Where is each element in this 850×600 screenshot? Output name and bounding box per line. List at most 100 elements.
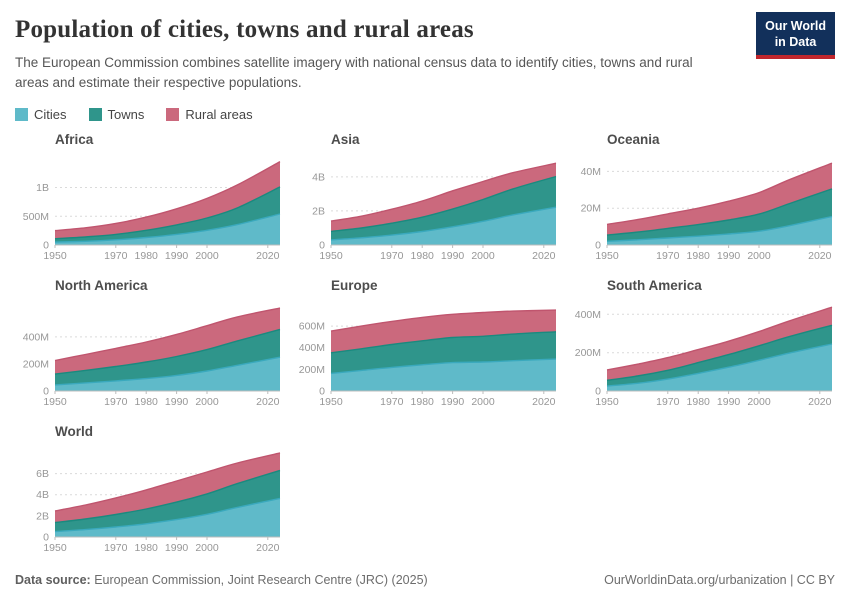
area-cities — [55, 497, 280, 537]
chart-title-north-america: North America — [55, 277, 148, 293]
x-tick-label: 1980 — [411, 250, 435, 262]
y-tick-label: 1B — [36, 182, 49, 194]
line-cities — [54, 497, 281, 532]
chart-title-south-america: South America — [607, 277, 702, 293]
x-tick-label: 1950 — [43, 396, 67, 408]
line-cities — [330, 206, 557, 241]
x-tick-label: 1980 — [135, 396, 159, 408]
legend-item-cities[interactable]: Cities — [15, 107, 67, 122]
x-tick-label: 2000 — [747, 250, 771, 262]
x-tick-label: 2000 — [471, 396, 495, 408]
x-tick-label: 2000 — [471, 250, 495, 262]
y-tick-label: 4B — [36, 489, 49, 501]
x-tick-label: 1990 — [165, 250, 189, 262]
chart-africa: Africa 0 500M 1B 1950 1970 1980 1990 2000 2020 — [15, 132, 283, 273]
chart-title-europe: Europe — [331, 277, 378, 293]
owid-logo[interactable]: Our World in Data — [756, 12, 835, 59]
x-tick-label: 2020 — [256, 396, 280, 408]
line-rural-areas — [54, 306, 281, 361]
line-rural-areas — [606, 306, 833, 371]
data-source-label: Data source: — [15, 573, 91, 587]
area-cities — [331, 206, 556, 245]
x-tick-label: 1990 — [165, 396, 189, 408]
line-rural-areas — [54, 160, 281, 231]
y-tick-label: 20M — [581, 202, 601, 214]
x-tick-label: 1990 — [441, 250, 465, 262]
footer-link[interactable]: OurWorldinData.org/urbanization | CC BY — [604, 573, 835, 587]
y-tick-label: 200M — [575, 347, 601, 359]
legend-label-rural-areas: Rural areas — [185, 106, 253, 122]
x-tick-label: 1980 — [687, 250, 711, 262]
chart-plot-north-america: 0 200M 400M 1950 1970 1980 1990 2000 2020 — [15, 294, 283, 419]
area-cities — [55, 213, 280, 245]
line-towns — [54, 469, 281, 523]
x-tick-label: 1970 — [380, 250, 404, 262]
x-tick-label: 2000 — [195, 396, 219, 408]
y-tick-label: 200M — [299, 363, 325, 375]
y-tick-label: 40M — [581, 165, 601, 177]
y-tick-label: 0 — [319, 385, 325, 397]
x-tick-label: 1970 — [104, 396, 128, 408]
chart-canvas-africa: 0 500M 1B 1950 1970 1980 1990 2000 2020 — [23, 160, 281, 262]
chart-europe: Europe 0 200M 400M 600M 1950 1970 1980 1990 2000… — [291, 278, 559, 419]
x-tick-label: 2020 — [256, 542, 280, 554]
page-title: Population of cities, towns and rural ar… — [15, 16, 474, 43]
line-cities — [54, 212, 281, 243]
x-tick-label: 2020 — [256, 250, 280, 262]
chart-canvas-north-america: 0 200M 400M 1950 1970 1980 1990 2000 2020 — [23, 306, 281, 408]
legend-label-towns: Towns — [107, 106, 145, 122]
chart-canvas-asia: 0 2B 4B 1950 1970 1980 1990 2000 2020 — [312, 162, 557, 262]
chart-world: World 0 2B 4B 6B 1950 1970 1980 1990 2000 2020 — [15, 424, 283, 565]
chart-canvas-south-america: 0 200M 400M 1950 1970 1980 1990 2000 2020 — [575, 306, 833, 408]
y-tick-label: 0 — [595, 385, 601, 397]
area-cities — [607, 343, 832, 391]
x-tick-label: 1990 — [717, 396, 741, 408]
x-tick-label: 2000 — [195, 250, 219, 262]
line-rural-areas — [606, 161, 833, 225]
y-tick-label: 400M — [23, 331, 49, 343]
y-tick-label: 2B — [312, 205, 325, 217]
chart-plot-europe: 0 200M 400M 600M 1950 1970 1980 1990 2000 2020 — [291, 294, 559, 419]
y-tick-label: 0 — [43, 531, 49, 543]
x-tick-label: 2020 — [808, 396, 832, 408]
x-tick-label: 1990 — [441, 396, 465, 408]
chart-plot-world: 0 2B 4B 6B 1950 1970 1980 1990 2000 2020 — [15, 440, 283, 565]
line-towns — [54, 185, 281, 239]
line-rural-areas — [330, 308, 557, 332]
legend-swatch-cities — [15, 107, 28, 121]
chart-canvas-oceania: 0 20M 40M 1950 1970 1980 1990 2000 2020 — [581, 161, 833, 262]
legend: Cities Towns Rural areas — [15, 107, 835, 122]
x-tick-label: 2000 — [747, 396, 771, 408]
chart-plot-asia: 0 2B 4B 1950 1970 1980 1990 2000 2020 — [291, 148, 559, 273]
y-tick-label: 2B — [36, 510, 49, 522]
x-tick-label: 2020 — [808, 250, 832, 262]
y-tick-label: 0 — [43, 385, 49, 397]
legend-label-cities: Cities — [34, 106, 67, 122]
x-tick-label: 1970 — [104, 250, 128, 262]
area-cities — [55, 356, 280, 391]
data-source-text: European Commission, Joint Research Cent… — [94, 573, 428, 587]
legend-item-towns[interactable]: Towns — [88, 106, 145, 122]
y-tick-label: 400M — [299, 342, 325, 354]
chart-plot-oceania: 0 20M 40M 1950 1970 1980 1990 2000 2020 — [567, 148, 835, 273]
x-tick-label: 1950 — [319, 250, 343, 262]
line-cities — [606, 215, 833, 242]
line-towns — [606, 324, 833, 381]
chart-plot-africa: 0 500M 1B 1950 1970 1980 1990 2000 2020 — [15, 148, 283, 273]
chart-south-america: South America 0 200M 400M 1950 1970 1980 1990 2… — [567, 278, 835, 419]
legend-item-rural-areas[interactable]: Rural areas — [166, 106, 253, 122]
y-tick-label: 0 — [43, 239, 49, 251]
chart-title-africa: Africa — [55, 131, 94, 147]
chart-canvas-europe: 0 200M 400M 600M 1950 1970 1980 1990 2000 2020 — [299, 308, 557, 408]
chart-title-asia: Asia — [331, 131, 360, 147]
y-tick-label: 6B — [36, 468, 49, 480]
y-tick-label: 600M — [299, 320, 325, 332]
x-tick-label: 1950 — [595, 396, 619, 408]
chart-canvas-world: 0 2B 4B 6B 1950 1970 1980 1990 2000 2020 — [36, 451, 281, 554]
data-source: Data source: European Commission, Joint … — [15, 573, 428, 587]
line-towns — [330, 175, 557, 232]
chart-plot-south-america: 0 200M 400M 1950 1970 1980 1990 2000 2020 — [567, 294, 835, 419]
x-tick-label: 1950 — [43, 542, 67, 554]
x-tick-label: 2020 — [532, 396, 556, 408]
